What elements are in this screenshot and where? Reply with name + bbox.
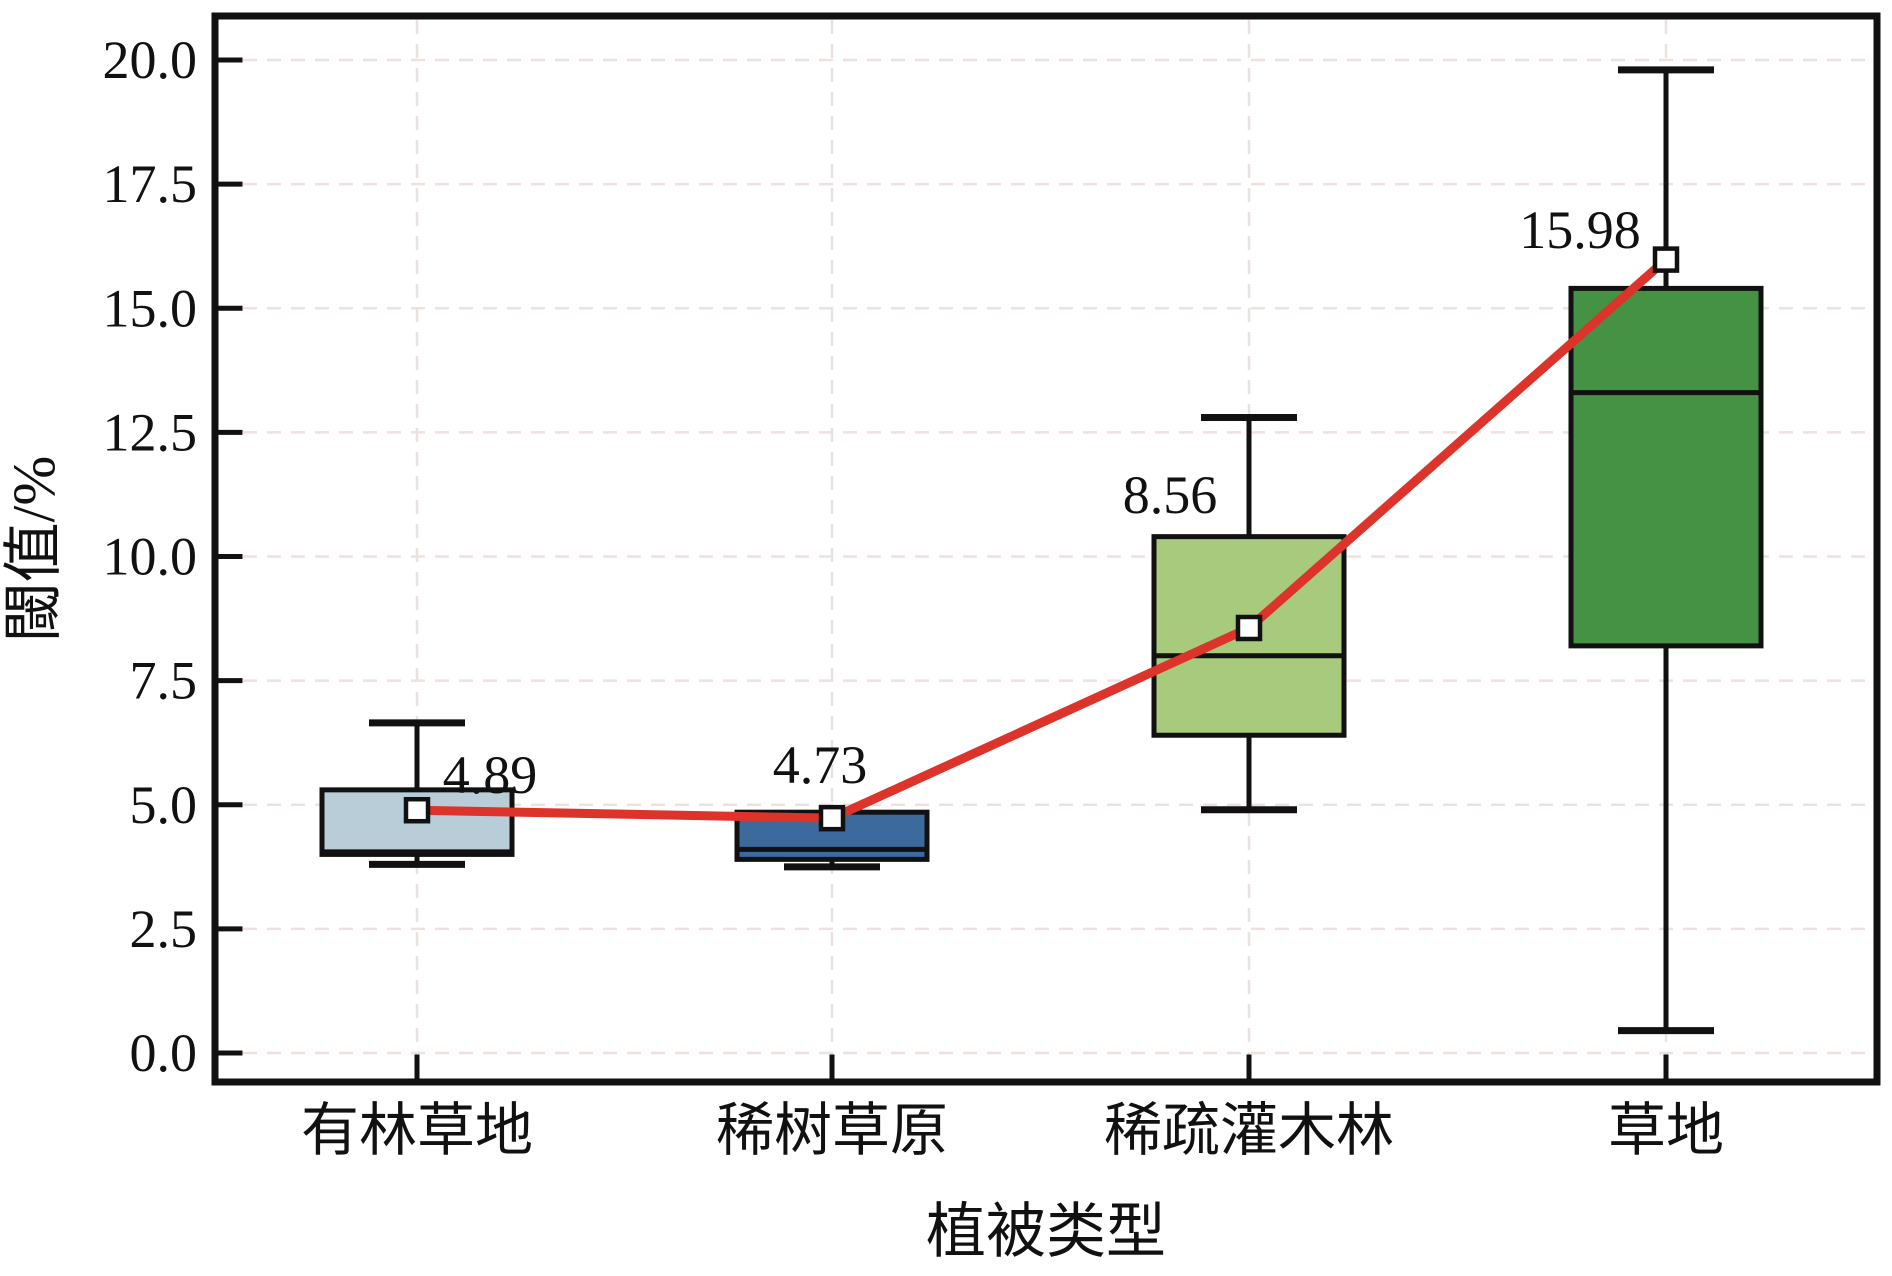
- mean-marker: [818, 804, 846, 832]
- mean-value-label: 4.73: [773, 735, 868, 795]
- label-layer: 4.89 4.73 8.56 15.98 0.0 2.5 5.0 7.5 10.0 12.5 15.…: [103, 30, 1725, 1163]
- y-tick-label: 17.5: [103, 154, 198, 214]
- y-tick-label: 15.0: [103, 278, 198, 338]
- mean-line-layer: [403, 246, 1680, 832]
- x-tick-label: 草地: [1608, 1098, 1724, 1163]
- mean-marker: [1652, 246, 1680, 273]
- x-tick-label: 稀疏灌木林: [1104, 1098, 1394, 1163]
- mean-value-label: 4.89: [443, 745, 538, 805]
- mean-line: [416, 256, 1669, 823]
- boxplot-group-4: [1568, 66, 1764, 1035]
- y-tick-label: 5.0: [130, 775, 198, 835]
- mean-marker: [403, 796, 431, 824]
- box-iqr: [1568, 285, 1764, 649]
- y-tick-label: 10.0: [103, 527, 198, 587]
- y-tick-label: 12.5: [103, 402, 198, 462]
- mean-value-label: 8.56: [1123, 465, 1218, 525]
- y-tick-label: 2.5: [130, 899, 198, 959]
- x-axis-title: 植被类型: [926, 1199, 1166, 1265]
- y-axis-title: 閾值/%: [1, 456, 67, 643]
- y-tick-label: 20.0: [103, 30, 198, 90]
- plot-border: [211, 12, 1881, 1086]
- y-tick-label: 0.0: [130, 1023, 198, 1083]
- box-layer: [319, 66, 1764, 1035]
- mean-value-label: 15.98: [1519, 200, 1641, 260]
- mean-marker: [1235, 614, 1263, 642]
- x-tick-label: 稀树草原: [716, 1098, 948, 1163]
- x-tick-label: 有林草地: [301, 1098, 533, 1163]
- axis-layer: [211, 12, 1881, 1086]
- y-tick-label: 7.5: [130, 651, 198, 711]
